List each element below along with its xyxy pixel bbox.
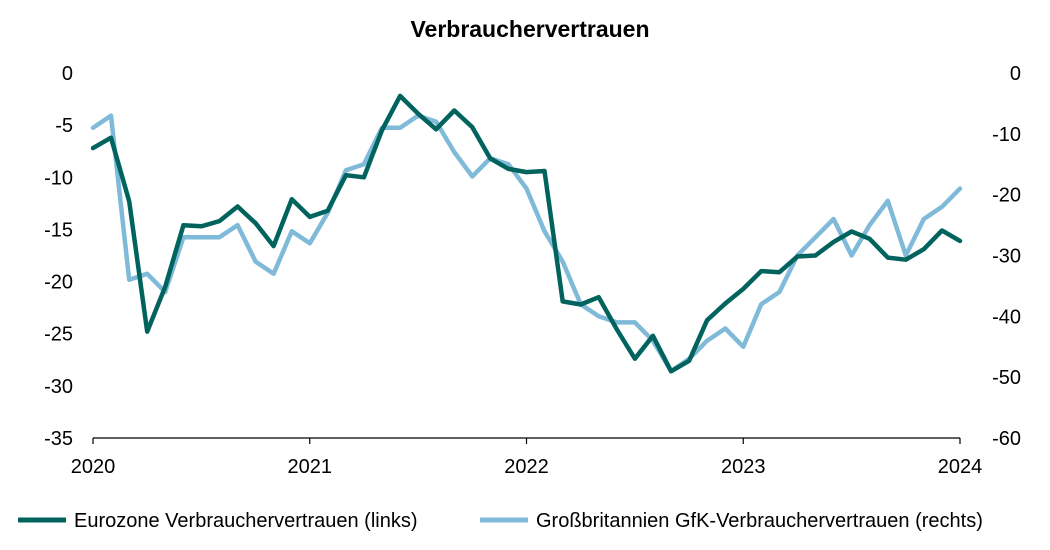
y-axis-left-ticks: 0 -5 -10 -15 -20 -25 -30 -35: [44, 63, 73, 450]
chart-title: Verbrauchervertrauen: [410, 16, 649, 42]
x-tick-label: 2024: [938, 456, 983, 478]
y-left-tick-label: -15: [44, 219, 73, 241]
y-axis-right-ticks: 0 -10 -20 -30 -40 -50 -60: [992, 63, 1021, 450]
y-left-tick-label: -25: [44, 324, 73, 346]
y-left-tick-label: -20: [44, 272, 73, 294]
y-right-tick-label: -20: [992, 185, 1021, 207]
y-left-tick-label: -10: [44, 167, 73, 189]
x-tick-label: 2022: [504, 456, 549, 478]
legend: Eurozone Verbrauchervertrauen (links) Gr…: [18, 510, 983, 532]
x-tick-label: 2021: [288, 456, 333, 478]
x-tick-label: 2023: [721, 456, 766, 478]
y-right-tick-label: -50: [992, 367, 1021, 389]
series-line-eurozone: [90, 93, 963, 374]
x-tick-label: 2020: [71, 456, 116, 478]
y-left-tick-label: 0: [62, 63, 73, 85]
y-right-tick-label: 0: [1010, 63, 1021, 85]
series-lines: [90, 93, 963, 374]
y-right-tick-label: -30: [992, 246, 1021, 268]
legend-label-eurozone: Eurozone Verbrauchervertrauen (links): [74, 510, 418, 532]
series-line-uk: [90, 113, 963, 374]
y-right-tick-label: -40: [992, 306, 1021, 328]
y-right-tick-label: -10: [992, 124, 1021, 146]
y-left-tick-label: -5: [55, 115, 73, 137]
legend-label-uk: Großbritannien GfK-Verbrauchervertrauen …: [536, 510, 983, 532]
y-left-tick-label: -30: [44, 376, 73, 398]
x-axis-ticks: 2020 2021 2022 2023 2024: [71, 438, 983, 478]
y-right-tick-label: -60: [992, 428, 1021, 450]
y-left-tick-label: -35: [44, 428, 73, 450]
